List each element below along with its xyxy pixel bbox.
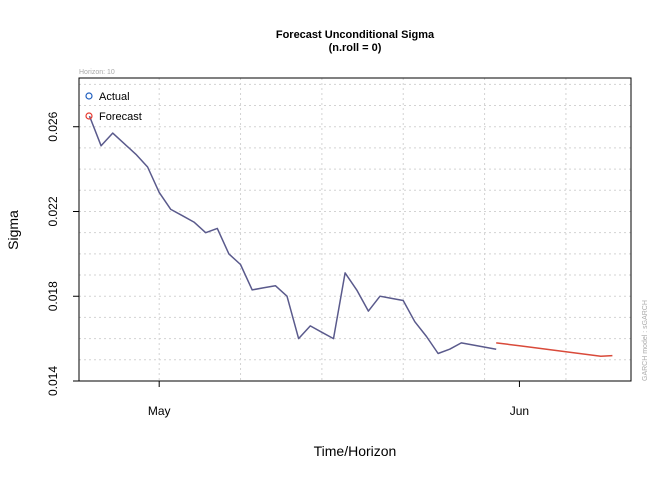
y-tick-label: 0.018 — [46, 281, 60, 311]
y-tick-label: 0.026 — [46, 111, 60, 141]
y-axis-label: Sigma — [5, 210, 21, 250]
legend-marker-forecast — [85, 112, 93, 120]
chart-title: Forecast Unconditional Sigma — [276, 29, 435, 41]
legend-label-actual: Actual — [99, 91, 130, 103]
x-tick-label: Jun — [510, 404, 529, 418]
model-note: GARCH model : sGARCH — [642, 300, 649, 381]
legend-label-forecast: Forecast — [99, 111, 142, 123]
y-tick-label: 0.014 — [46, 366, 60, 396]
plot-frame — [78, 77, 632, 382]
y-tick-label: 0.022 — [46, 196, 60, 226]
legend: Actual Forecast — [85, 91, 142, 123]
legend-marker-actual — [85, 92, 93, 100]
x-axis-label: Time/Horizon — [314, 443, 397, 459]
grid-layer — [79, 78, 631, 382]
series-line-actual — [88, 115, 497, 355]
x-axis: May Jun — [148, 380, 529, 418]
chart-subtitle: (n.roll = 0) — [329, 42, 382, 54]
x-tick-label: May — [148, 404, 171, 418]
horizon-note: Horizon: 10 — [79, 69, 115, 76]
series-line-forecast — [496, 342, 613, 357]
y-axis: 0.014 0.018 0.022 0.026 — [46, 111, 80, 396]
series-layer — [88, 115, 613, 357]
